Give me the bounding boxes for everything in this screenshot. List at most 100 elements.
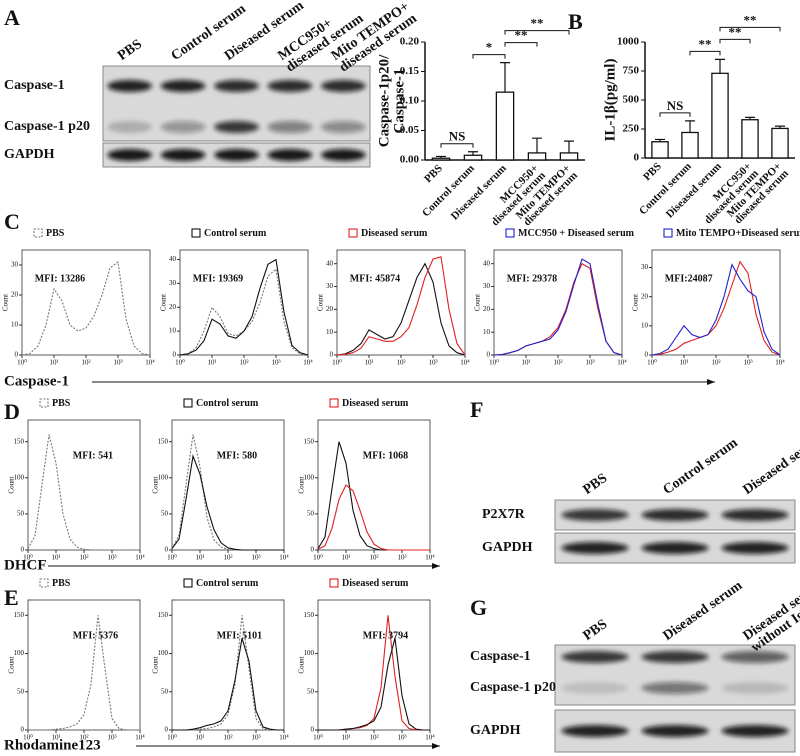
y-tick-label: 10 (11, 321, 19, 329)
y-tick-label: 30 (326, 282, 334, 290)
y-tick-label: 0 (21, 546, 25, 554)
y-tick-label: 50 (17, 509, 25, 517)
blot-band (214, 121, 259, 133)
row-label: Caspase-1 p20 (4, 119, 90, 134)
x-tick-label: 10³ (251, 734, 260, 742)
blot-band (721, 651, 789, 663)
blot-band (107, 149, 153, 161)
y-tick-label: 10 (641, 321, 649, 329)
comparison-bracket (504, 30, 570, 35)
y-axis-label: Count (298, 476, 306, 493)
blot-band (641, 509, 709, 521)
annotation: MFI:24087 (665, 274, 713, 285)
blot-band (320, 149, 366, 161)
legend-label: Mito TEMPO+Diseased serum (676, 228, 800, 239)
y-tick-label: 0 (15, 351, 19, 359)
significance-label: ** (699, 36, 712, 51)
histogram-line (171, 434, 284, 551)
blot-band (107, 121, 153, 133)
x-tick-label: 10⁴ (617, 359, 627, 367)
blot-band (641, 651, 709, 663)
histogram-line (317, 484, 430, 551)
y-tick-label: 0.20 (400, 36, 420, 48)
plot-frame (317, 599, 431, 731)
x-tick-label: 10¹ (51, 554, 60, 562)
x-tick-label: 10¹ (679, 359, 688, 367)
y-tick-label: 150 (158, 611, 169, 619)
x-tick-label: 10⁴ (425, 734, 435, 742)
error-bar (685, 120, 695, 133)
y-axis-label: Count (8, 656, 16, 673)
y-tick-label: 150 (304, 437, 315, 445)
legend-label: PBS (52, 578, 71, 589)
x-tick-label: 10³ (397, 734, 406, 742)
y-tick-label: 20 (169, 303, 177, 311)
legend-swatch (39, 398, 49, 408)
x-tick-label: 10⁴ (135, 734, 145, 742)
blot-band (107, 80, 153, 92)
legend-swatch (329, 398, 339, 408)
x-tick-label: 10¹ (207, 359, 216, 367)
y-tick-label: 30 (11, 261, 19, 269)
error-bar (436, 155, 446, 159)
y-tick-label: 40 (326, 259, 334, 267)
bar (681, 131, 699, 159)
error-bar (468, 151, 478, 156)
significance-label: NS (449, 129, 466, 144)
y-tick-label: 0 (634, 152, 640, 164)
x-tick-label: 10¹ (49, 359, 58, 367)
annotation: MFI: 45874 (350, 274, 400, 285)
bar (431, 157, 451, 161)
x-tick-label: 10¹ (341, 734, 350, 742)
x-tick-label: 10⁴ (279, 554, 289, 562)
y-tick-label: 0 (21, 726, 25, 734)
histogram-line (336, 256, 466, 356)
x-tick-label: 10² (239, 359, 248, 367)
annotation: MFI: 1068 (363, 451, 408, 462)
comparison-bracket (504, 42, 538, 47)
x-tick-label: 10² (79, 554, 88, 562)
bar (527, 152, 547, 161)
x-tick-label: 10⁰ (167, 554, 177, 562)
blot-band (721, 542, 789, 554)
x-tick-label: 10⁴ (279, 734, 289, 742)
x-tick-label: 10³ (428, 359, 437, 367)
blot-band (561, 682, 629, 694)
legend-label: Control serum (196, 578, 259, 589)
legend-swatch (33, 228, 43, 238)
x-tick-label: 10⁰ (17, 359, 27, 367)
x-tick-label: 10⁴ (135, 554, 145, 562)
x-tick-label: 10² (369, 734, 378, 742)
histogram-line (651, 263, 781, 356)
significance-label: ** (515, 28, 528, 43)
y-tick-label: 0.15 (400, 65, 420, 77)
legend-swatch (39, 578, 49, 588)
blot-band (561, 725, 629, 737)
error-bar (500, 62, 510, 93)
panel-letter: E (4, 585, 19, 610)
blot-band (267, 121, 313, 133)
x-tick-label: 10⁰ (647, 359, 657, 367)
x-tick-label: 10³ (107, 554, 116, 562)
plot-frame (336, 249, 466, 356)
x-tick-label: 10² (711, 359, 720, 367)
significance-label: ** (531, 16, 544, 31)
lane-label: PBS (581, 471, 611, 498)
y-tick-label: 30 (483, 282, 491, 290)
x-tick-label: 10³ (743, 359, 752, 367)
x-tick-label: 10⁰ (175, 359, 185, 367)
y-tick-label: 50 (17, 687, 25, 695)
comparison-bracket (440, 143, 474, 148)
y-tick-label: 0.05 (400, 124, 420, 136)
significance-label: NS (667, 98, 684, 113)
x-tick-label: 10³ (113, 359, 122, 367)
plot-frame (493, 249, 623, 356)
x-tick-label: 10⁴ (460, 359, 470, 367)
histogram-line (651, 260, 781, 356)
lane-label: PBS (115, 37, 145, 64)
x-tick-label: 10³ (251, 554, 260, 562)
annotation: MFI: 5376 (73, 631, 118, 642)
legend-label: Control serum (204, 228, 267, 239)
x-tick-label: 10¹ (364, 359, 373, 367)
bar (495, 91, 515, 161)
